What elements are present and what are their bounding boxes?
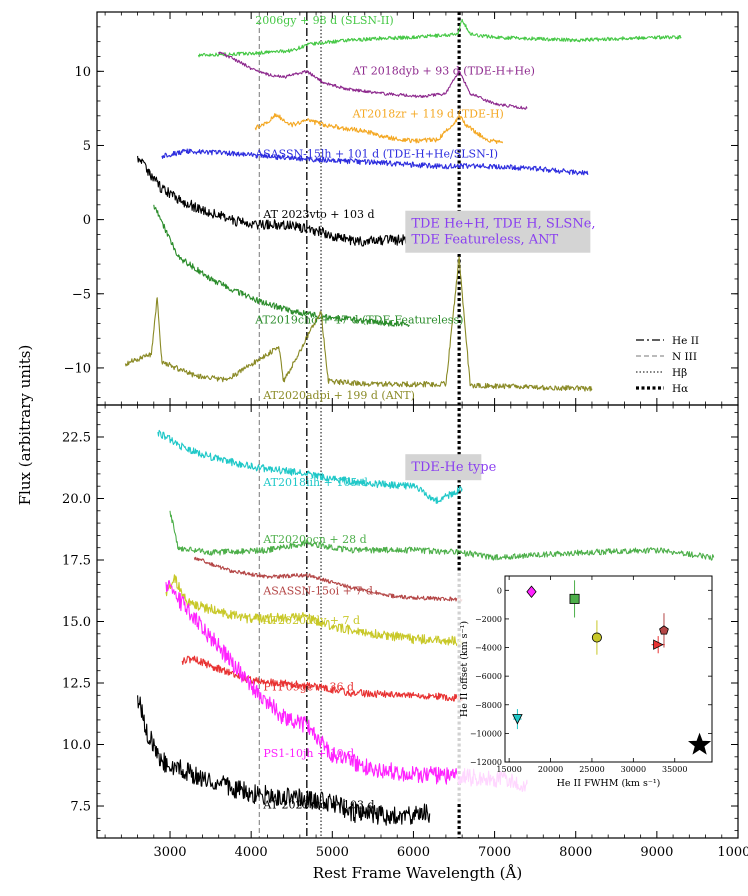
series-label-bottom-at2020ocn-28-d: AT2020ocn + 28 d xyxy=(262,533,366,546)
inset-point-asassn-15oi xyxy=(659,625,669,635)
series-label-bottom-at-2023vto-103-d: AT 2023vto + 103 d xyxy=(262,798,374,811)
series-label-top-at2019cho-47-d-tde-featureless: AT2019cho + 47 d (TDE-Featureless) xyxy=(254,313,463,326)
legend-label-he-ii: He II xyxy=(672,335,699,347)
inset-y-tick-label: −8000 xyxy=(475,701,502,710)
inset-y-tick-label: −10000 xyxy=(470,729,502,738)
series-label-bottom-asassn-15oi-7-d: ASASSN-15oi + 7 d xyxy=(262,584,373,597)
spectrum-top-at2018zr-119-d-tde-h xyxy=(254,113,504,145)
inset-point-at2020ddv xyxy=(591,632,602,643)
annotation-text-bottom: TDE-He type xyxy=(411,460,496,475)
x-tick-label: 5000 xyxy=(316,845,349,860)
spectrum-bottom-at2020ocn-28-d xyxy=(169,510,715,561)
spectrum-bottom-ptf09ge-36-d xyxy=(181,655,463,702)
spectrum-top-at2020adpi-199-d-ant xyxy=(124,256,593,392)
x-tick-label: 9000 xyxy=(640,845,673,860)
legend-label-h: Hα xyxy=(672,383,688,395)
annotation-text-top: TDE He+H, TDE H, SLSNe, xyxy=(411,217,595,232)
y-tick-label-bottom: 15.0 xyxy=(62,615,91,630)
x-tick-label: 6000 xyxy=(397,845,430,860)
y-tick-label-bottom: 17.5 xyxy=(62,553,91,568)
inset-point-at-2023vto xyxy=(688,732,712,755)
inset-y-tick-label: −2000 xyxy=(475,615,502,624)
spectrum-top-at-2023vto-103-d xyxy=(137,155,431,247)
x-tick-label: 10000 xyxy=(717,845,748,860)
y-tick-label-bottom: 10.0 xyxy=(62,738,91,753)
spectrum-bottom-at-2023vto-103-d xyxy=(137,695,431,826)
inset-point-ps1-10jh xyxy=(526,585,537,598)
axes: −10 −5 0 5 10 7.5 10.0 12.5 15.0 17.5 20.0 22.5 3000… xyxy=(62,11,748,860)
spectrum-top-at2019cho-47-d-tde-featureless xyxy=(153,204,410,327)
line-legend: He II N III Hβ Hα xyxy=(636,335,699,395)
inset-x-tick-label: 15000 xyxy=(496,765,521,774)
y-tick-label-bottom: 20.0 xyxy=(62,492,91,507)
series-label-top-at-2023vto-103-d: AT 2023vto + 103 d xyxy=(262,208,374,221)
y-tick-label-top: −5 xyxy=(72,287,91,302)
spectrum-bottom-asassn-15oi-7-d xyxy=(193,556,463,602)
inset-y-axis-title: He II offset (km s⁻¹) xyxy=(459,621,470,717)
series-label-bottom-ps1-10jh-10-d: PS1-10jh + 10 d xyxy=(263,747,354,760)
x-tick-label: 3000 xyxy=(153,845,186,860)
inset-frame xyxy=(504,575,713,763)
y-tick-label-bottom: 7.5 xyxy=(70,800,91,815)
annotation-box-bottom xyxy=(405,454,482,481)
y-tick-label-top: −10 xyxy=(64,361,91,376)
series-label-top-2006gy-98-d-slsn-ii: 2006gy + 98 d (SLSN-II) xyxy=(255,14,393,27)
legend-label-n-iii: N III xyxy=(672,351,697,363)
inset-background xyxy=(457,572,722,802)
y-tick-label-top: 5 xyxy=(83,139,91,154)
series-label-bottom-ptf09ge-36-d: PTF09ge + 36 d xyxy=(263,680,354,693)
spectrum-bottom-at2018iih-105-d xyxy=(157,429,463,504)
series-label-top-asassn-15lh-101-d-tde-h-he-slsn-i: ASASSN-15lh + 101 d (TDE-H+He/SLSN-I) xyxy=(254,147,498,160)
series-label-bottom-at2018iih-105-d: AT2018iih + 105 d xyxy=(262,476,368,489)
inset-y-tick-label: −6000 xyxy=(475,672,502,681)
panel-annotations: TDE He+H, TDE H, SLSNe,TDE Featureless, … xyxy=(405,210,596,481)
spectrum-top-asassn-15lh-101-d-tde-h-he-slsn-i xyxy=(161,148,589,176)
annotation-text-top: TDE Featureless, ANT xyxy=(411,233,558,248)
y-axis-title: Flux (arbitrary units) xyxy=(16,345,34,506)
inset-x-tick-label: 20000 xyxy=(538,765,563,774)
inset-x-axis-title: He II FWHM (km s⁻¹) xyxy=(557,778,661,789)
x-axis-title: Rest Frame Wavelength (Å) xyxy=(313,864,522,882)
inset-y-tick-label: 0 xyxy=(497,586,502,595)
x-tick-label: 7000 xyxy=(478,845,511,860)
inset-x-tick-label: 25000 xyxy=(579,765,604,774)
series-labels: 2006gy + 98 d (SLSN-II) AT 2018dyb + 93 d… xyxy=(254,14,535,812)
y-tick-label-top: 0 xyxy=(83,213,91,228)
x-tick-label: 4000 xyxy=(235,845,268,860)
y-tick-label-bottom: 12.5 xyxy=(62,677,91,692)
series-label-top-at-2018dyb-93-d-tde-h-he: AT 2018dyb + 93 d (TDE-H+He) xyxy=(352,64,535,77)
inset-x-tick-label: 35000 xyxy=(662,765,687,774)
inset-point-ptf09ge xyxy=(653,639,664,650)
inset-y-tick-label: −4000 xyxy=(475,644,502,653)
spectrum-top-at-2018dyb-93-d-tde-h-he xyxy=(218,51,528,110)
spectrum-top-2006gy-98-d-slsn-ii xyxy=(197,18,682,58)
inset-x-tick-label: 30000 xyxy=(621,765,646,774)
legend-label-h: Hβ xyxy=(672,367,687,379)
spectra-series xyxy=(124,18,715,826)
annotation-box-top xyxy=(405,210,591,253)
x-tick-label: 8000 xyxy=(559,845,592,860)
series-label-top-at2018zr-119-d-tde-h: AT2018zr + 119 d (TDE-H) xyxy=(352,107,504,120)
series-label-bottom-at2020ddv-7-d: AT2020ddv + 7 d xyxy=(262,614,360,627)
spectrum-bottom-at2020ddv-7-d xyxy=(165,574,463,647)
inset-scatter: 15000 20000 25000 30000 35000 0 −2000 −4000 −600… xyxy=(457,572,722,802)
y-tick-label-bottom: 22.5 xyxy=(62,430,91,445)
inset-y-tick-label: −12000 xyxy=(470,758,502,767)
series-label-top-at2020adpi-199-d-ant: AT2020adpi + 199 d (ANT) xyxy=(262,389,415,402)
y-tick-label-top: 10 xyxy=(74,65,91,80)
inset-point-at2018iih xyxy=(512,714,523,725)
inset-point-at2020ocn xyxy=(569,593,580,604)
